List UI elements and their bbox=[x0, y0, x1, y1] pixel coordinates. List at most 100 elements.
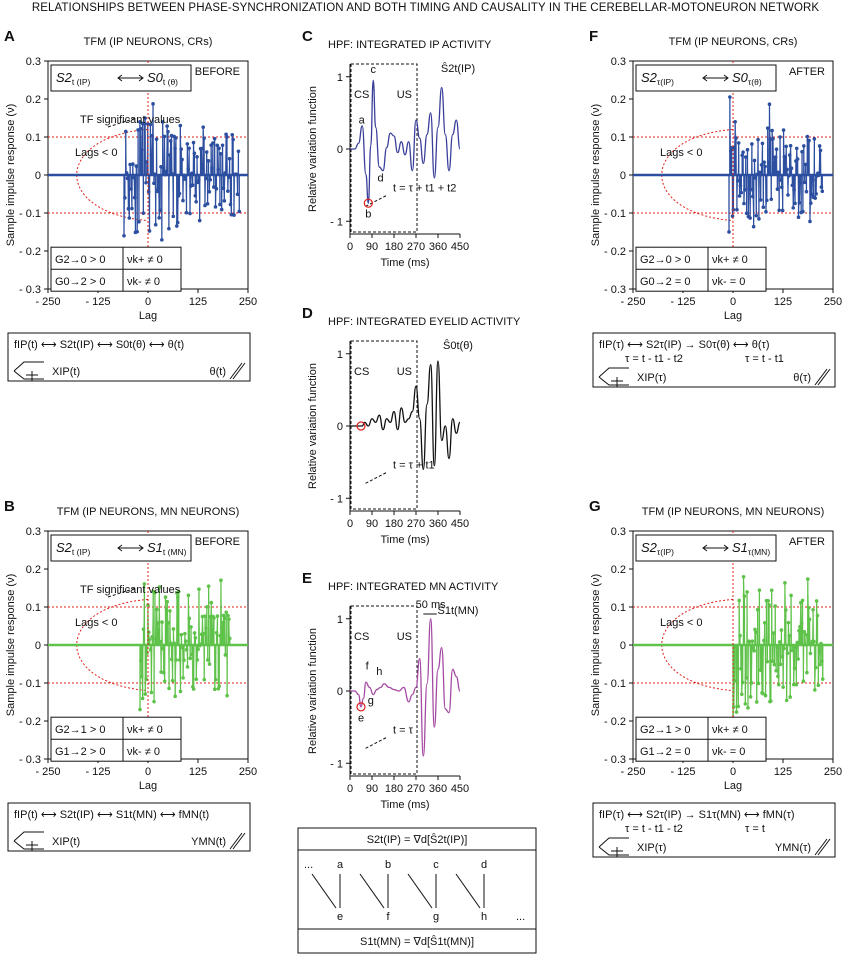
stats-granger: G2→0 > 0 bbox=[55, 254, 105, 266]
schematic-chain: fIP(t) ⟷ S2t(IP) ⟷ S0t(θ) ⟷ θ(t) bbox=[14, 339, 184, 351]
stats-table: G2→1 > 0 νk+ ≠ 0 G1→2 > 0 νk- ≠ 0 bbox=[50, 716, 182, 762]
output-icon bbox=[229, 362, 246, 380]
impulse-link bbox=[809, 619, 811, 654]
impulse-link bbox=[190, 173, 193, 187]
schematic: fIP(τ) ⟷ S2τ(IP) → S1τ(MN) ⟷ fMN(τ) τ = t… bbox=[592, 802, 836, 858]
table-top-item: d bbox=[481, 859, 487, 871]
table-bottom-item: g bbox=[433, 911, 439, 923]
table-ellipsis: ... bbox=[304, 859, 313, 871]
y-axis-label: Sample impulse response (ν) bbox=[5, 104, 17, 246]
impulse-link bbox=[168, 154, 171, 229]
impulse-link bbox=[180, 634, 182, 692]
x-tick-label: - 250 bbox=[35, 766, 60, 778]
impulse-link bbox=[142, 629, 144, 699]
signal-label: Ŝ0t(θ) bbox=[443, 339, 473, 352]
y-tick-label: - 0.3 bbox=[604, 754, 626, 766]
table-top-formula: S2t(IP) = ∇d[Ŝ2t(IP)] bbox=[367, 833, 468, 846]
impulse-link bbox=[759, 590, 761, 671]
table-frame bbox=[297, 827, 537, 954]
state-label: AFTER bbox=[789, 536, 825, 548]
point-label: h bbox=[376, 666, 382, 678]
impulse-link bbox=[802, 145, 805, 212]
stats-nu: νk- = 0 bbox=[712, 746, 745, 758]
impulse-link bbox=[143, 123, 145, 214]
schematic-lag: τ = t - t1 - t2 bbox=[625, 353, 683, 365]
impulse-link bbox=[806, 136, 808, 192]
neuron-input-icon bbox=[13, 361, 44, 381]
impulse-link bbox=[146, 605, 149, 653]
impulse-link bbox=[173, 628, 175, 644]
relation-left: S2τ(IP) bbox=[641, 70, 674, 87]
panel-title: HPF: INTEGRATED MN ACTIVITY bbox=[328, 581, 499, 593]
panel-title: HPF: INTEGRATED IP ACTIVITY bbox=[328, 39, 492, 51]
impulse-link bbox=[751, 143, 754, 197]
impulse-point bbox=[123, 129, 128, 134]
x-tick-label: - 250 bbox=[35, 296, 60, 308]
x-tick-label: 125 bbox=[189, 296, 207, 308]
impulse-link bbox=[808, 140, 811, 222]
x-tick-label: 90 bbox=[366, 241, 378, 253]
impulse-link bbox=[733, 680, 736, 707]
x-tick-label: - 125 bbox=[670, 296, 695, 308]
negative-lag-ellipse bbox=[76, 598, 149, 692]
cs-us-window bbox=[350, 63, 418, 233]
neuron-input-icon bbox=[598, 837, 629, 857]
impulse-link bbox=[169, 610, 172, 644]
panel-c: C HPF: INTEGRATED IP ACTIVITY Ŝ2t(IP) 1 0 - 1… bbox=[302, 28, 492, 269]
impulse-link bbox=[144, 118, 147, 183]
x-axis-label: Time (ms) bbox=[380, 257, 429, 269]
impulse-link bbox=[807, 579, 809, 608]
stats-nu: νk- ≠ 0 bbox=[127, 276, 160, 288]
x-axis-label: Time (ms) bbox=[380, 534, 429, 546]
impulse-link bbox=[191, 654, 194, 687]
timing-annotation: t = τ + t1 + t2 bbox=[393, 183, 456, 195]
impulse-link bbox=[156, 609, 158, 624]
impulse-link bbox=[182, 660, 185, 678]
impulse-link bbox=[138, 121, 141, 222]
impulse-link bbox=[809, 203, 812, 222]
y-tick-label: - 0.1 bbox=[604, 678, 626, 690]
impulse-link bbox=[739, 635, 742, 669]
impulse-link bbox=[140, 660, 143, 677]
impulse-link bbox=[168, 610, 171, 689]
y-tick-label: 0.3 bbox=[611, 526, 626, 538]
y-tick-label: - 0.3 bbox=[19, 754, 41, 766]
impulse-link bbox=[737, 600, 740, 707]
impulse-link bbox=[181, 647, 184, 678]
table-top-item: c bbox=[433, 859, 439, 871]
impulse-link bbox=[728, 97, 731, 232]
y-tick-label: 0.2 bbox=[26, 94, 41, 106]
panel-title: TFM (IP NEURONS, MN NEURONS) bbox=[642, 506, 825, 518]
x-axis-label: Lag bbox=[724, 780, 742, 792]
impulse-series bbox=[727, 95, 825, 234]
impulse-link bbox=[178, 591, 180, 660]
schematic-frame bbox=[7, 802, 251, 852]
negative-lag-ellipse bbox=[661, 128, 734, 222]
y-tick-label: - 0.2 bbox=[19, 716, 41, 728]
schematic-input: XIP(τ) bbox=[637, 372, 666, 384]
impulse-link bbox=[192, 142, 194, 186]
schematic: fIP(t) ⟷ S2t(IP) ⟷ S0t(θ) ⟷ θ(t) XIP(t) θ(… bbox=[7, 332, 251, 382]
stats-nu: νk+ ≠ 0 bbox=[127, 724, 163, 736]
x-tick-label: - 125 bbox=[85, 296, 110, 308]
x-tick-label: 125 bbox=[774, 766, 792, 778]
impulse-link bbox=[198, 589, 201, 646]
y-tick-label: - 0.3 bbox=[19, 284, 41, 296]
y-tick-label: 0 bbox=[35, 170, 41, 182]
schematic-output: θ(τ) bbox=[793, 372, 811, 384]
impulse-link bbox=[788, 155, 791, 176]
point-label: c bbox=[370, 64, 376, 76]
stats-granger: G2→1 > 0 bbox=[55, 724, 105, 736]
stats-granger: G1→2 = 0 bbox=[640, 746, 690, 758]
impulse-link bbox=[165, 597, 167, 610]
relation-box: S2τ(IP) S0τ(θ) bbox=[635, 64, 777, 92]
x-tick-label: 90 bbox=[366, 783, 378, 795]
impulse-series bbox=[731, 574, 825, 742]
impulse-link bbox=[794, 161, 797, 204]
impulse-link bbox=[194, 153, 196, 196]
y-tick-label: 0.2 bbox=[611, 564, 626, 576]
impulse-link bbox=[742, 576, 744, 683]
impulse-link bbox=[734, 121, 737, 139]
x-tick-label: 360 bbox=[429, 783, 447, 795]
figure-title: RELATIONSHIPS BETWEEN PHASE-SYNCHRONIZAT… bbox=[31, 2, 820, 14]
